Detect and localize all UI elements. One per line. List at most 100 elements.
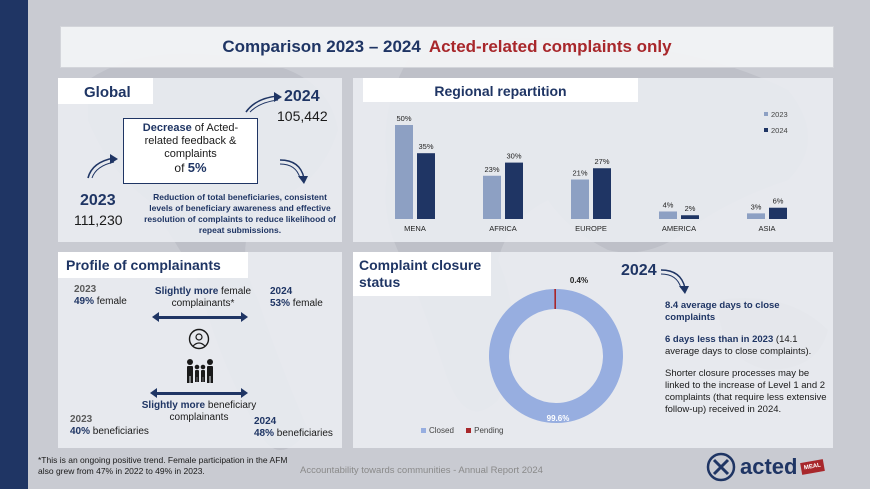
family-icon xyxy=(187,359,213,383)
bar-europe-2023 xyxy=(571,179,589,219)
global-2024-year: 2024 xyxy=(284,88,320,105)
regional-panel: Regional repartition 50% 35% MENA 23% 30% AFR… xyxy=(353,78,833,242)
beneficiary-mid: Slightly more beneficiary complainants xyxy=(134,400,264,424)
person-headset-icon xyxy=(188,328,210,350)
female-2023-label: female xyxy=(94,296,127,307)
decrease-text: of Acted-related feedback & complaints xyxy=(144,122,239,160)
bar-label: 21% xyxy=(572,169,587,178)
female-mid-text: female complainants* xyxy=(171,286,252,309)
global-tab-label: Global xyxy=(84,84,131,101)
bar-america-2023 xyxy=(659,211,677,219)
bar-asia-2024 xyxy=(769,207,787,219)
legend-pending-label: Pending xyxy=(474,426,504,435)
bar-america-2024 xyxy=(681,215,699,219)
bar-label: 50% xyxy=(396,114,411,123)
global-2023-value: 111,230 xyxy=(74,212,123,228)
decrease-box: Decrease of Acted-related feedback & com… xyxy=(123,118,258,184)
curve-down-arrow-icon xyxy=(660,269,689,294)
profile-tab: Profile of complainants xyxy=(58,252,248,278)
beneficiary-2024-pct: 48% xyxy=(254,428,275,439)
closure-p2: 6 days less than in 2023 (14.1 average d… xyxy=(665,334,827,358)
donut-legend: Closed Pending xyxy=(421,426,504,435)
bar-asia-2023 xyxy=(747,213,765,219)
bar-africa-2023 xyxy=(483,175,501,219)
category-label: ASIA xyxy=(758,224,775,233)
curve-arrow-icon xyxy=(245,92,282,113)
beneficiary-2023: 2023 40% beneficiaries xyxy=(70,414,149,438)
beneficiary-2024: 2024 48% beneficiaries xyxy=(254,416,333,440)
regional-bar-chart: 50% 35% MENA 23% 30% AFRICA 21% 27% EUROPE 4% 2% AM… xyxy=(395,110,788,233)
bar-chart-area: 50% 35% MENA 23% 30% AFRICA 21% 27% EUROPE 4% 2% AM… xyxy=(353,78,833,242)
legend-label-2024: 2024 xyxy=(771,126,788,135)
beneficiary-2023-pct: 40% xyxy=(70,426,91,437)
female-2023: 2023 49% female xyxy=(74,284,127,308)
bar-mena-2023 xyxy=(395,125,413,219)
decrease-bold: Decrease xyxy=(142,122,192,134)
legend-swatch-2024 xyxy=(764,128,768,132)
global-panel: Global 2024 105,442 Decrease of Acted-re… xyxy=(58,78,342,242)
title-bar: Comparison 2023 – 2024 Acted-related com… xyxy=(60,26,834,68)
profile-tab-label: Profile of complainants xyxy=(66,257,221,273)
donut-label-closed: 99.6% xyxy=(547,414,570,423)
closure-panel: Complaint closure status 99.6% 0.4% Close… xyxy=(353,252,833,448)
bar-label: 23% xyxy=(484,165,499,174)
female-2024-pct: 53% xyxy=(270,298,291,309)
bar-label: 35% xyxy=(418,142,433,151)
acted-logo: acted MEAL xyxy=(706,452,826,482)
female-2024-year: 2024 xyxy=(270,286,293,297)
female-mid-bold: Slightly more xyxy=(154,286,219,297)
category-label: MENA xyxy=(404,224,426,233)
bar-africa-2024 xyxy=(505,162,523,219)
female-2023-year: 2023 xyxy=(74,284,97,295)
female-double-arrow xyxy=(152,312,248,322)
beneficiary-2023-label: beneficiaries xyxy=(90,426,149,437)
footnote: *This is an ongoing positive trend. Fema… xyxy=(38,455,288,476)
beneficiary-2024-label: beneficiaries xyxy=(274,428,333,439)
meal-badge: MEAL xyxy=(800,459,826,475)
closure-tab: Complaint closure status xyxy=(353,252,491,296)
closure-text: 8.4 average days to close complaints 6 d… xyxy=(665,300,827,416)
legend-closed-label: Closed xyxy=(429,426,454,435)
donut-slice-closed xyxy=(489,289,623,423)
beneficiary-mid-text: beneficiary complainants xyxy=(169,400,257,423)
beneficiary-double-arrow xyxy=(150,388,248,398)
acted-logo-icon xyxy=(706,452,736,482)
bar-label: 27% xyxy=(594,157,609,166)
legend-pending: Pending xyxy=(466,426,504,435)
bar-label: 2% xyxy=(685,204,696,213)
beneficiary-2023-year: 2023 xyxy=(70,414,93,425)
legend-swatch-2023 xyxy=(764,112,768,116)
regional-tab-label: Regional repartition xyxy=(434,83,567,99)
decrease-percent: 5% xyxy=(187,160,207,175)
legend-pending-swatch xyxy=(466,428,472,434)
donut-label-pending: 0.4% xyxy=(570,276,588,285)
decrease-of: of xyxy=(174,161,188,175)
footer-text: Accountability towards communities - Ann… xyxy=(300,465,543,476)
category-label: EUROPE xyxy=(575,224,607,233)
closure-p2-text: (14.1 average days to close complaints). xyxy=(665,334,812,357)
global-2023-year: 2023 xyxy=(80,192,116,209)
profile-panel: Profile of complainants 2023 49% female … xyxy=(58,252,342,448)
bar-label: 4% xyxy=(663,200,674,209)
regional-tab: Regional repartition xyxy=(363,78,638,102)
closure-p1: 8.4 average days to close complaints xyxy=(665,300,780,323)
left-accent-bar xyxy=(0,0,28,489)
page-title-accent: Acted-related complaints only xyxy=(428,37,672,56)
global-note: Reduction of total beneficiaries, consis… xyxy=(144,192,336,235)
bar-mena-2024 xyxy=(417,153,435,219)
category-label: AMERICA xyxy=(662,224,696,233)
female-2024: 2024 53% female xyxy=(270,286,323,310)
global-2024-value: 105,442 xyxy=(277,108,328,124)
category-label: AFRICA xyxy=(489,224,517,233)
beneficiary-2024-year: 2024 xyxy=(254,416,277,427)
bar-label: 30% xyxy=(506,152,521,161)
female-2023-pct: 49% xyxy=(74,296,95,307)
legend-closed-swatch xyxy=(421,428,426,434)
bar-label: 3% xyxy=(751,202,762,211)
closure-donut-chart: 99.6% 0.4% xyxy=(489,276,623,423)
closure-tab-label: Complaint closure status xyxy=(359,257,482,290)
legend-label-2023: 2023 xyxy=(771,110,788,119)
closure-p2-bold: 6 days less than in 2023 xyxy=(665,334,774,345)
female-mid: Slightly more female complainants* xyxy=(142,286,264,310)
closure-year: 2024 xyxy=(621,262,657,279)
